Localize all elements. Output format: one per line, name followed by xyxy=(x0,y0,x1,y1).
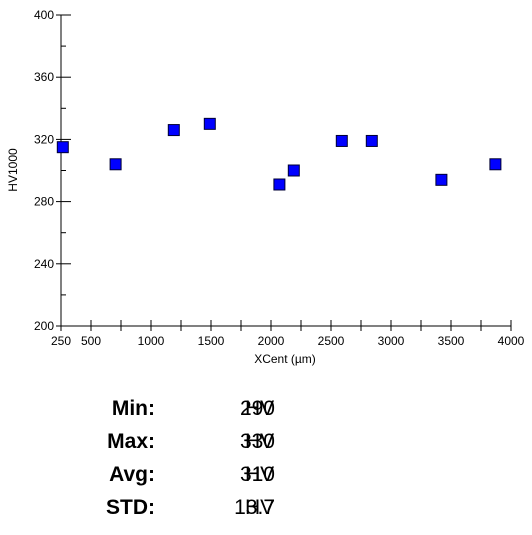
data-point xyxy=(56,141,69,154)
data-point xyxy=(365,134,378,147)
y-tick-label: 320 xyxy=(34,132,54,146)
data-points xyxy=(56,117,502,191)
x-tick-label: 1500 xyxy=(198,334,225,348)
x-axis-label: XCent (µm) xyxy=(254,352,316,366)
stat-unit: HV xyxy=(245,496,275,519)
x-tick-label: 250 xyxy=(51,334,71,348)
statistics-panel: Min: 290 HV Max: 330 HV Avg: 310 HV STD:… xyxy=(40,392,340,524)
y-tick-label: 240 xyxy=(34,257,54,271)
stat-row-avg: Avg: 310 HV xyxy=(40,458,340,491)
y-tick-label: 280 xyxy=(34,195,54,209)
y-tick-label: 200 xyxy=(34,319,54,333)
data-point xyxy=(273,178,286,191)
y-axis-label: HV1000 xyxy=(6,148,20,192)
x-tick-label: 3000 xyxy=(378,334,405,348)
stat-label: STD: xyxy=(106,496,155,519)
stat-unit: HV xyxy=(245,397,275,420)
axis-ticks: 200 240 280 320 360 400 250 500 1000 1500 2000 2500… xyxy=(34,8,525,348)
axes xyxy=(60,15,511,327)
stat-label: Avg: xyxy=(109,463,155,486)
data-point xyxy=(489,158,502,171)
y-tick-label: 360 xyxy=(34,70,54,84)
stat-value: 310 xyxy=(239,463,275,486)
x-tick-label: 2000 xyxy=(258,334,285,348)
stat-value: 290 xyxy=(239,397,275,420)
stat-row-min: Min: 290 HV xyxy=(40,392,340,425)
x-tick-label: 1000 xyxy=(138,334,165,348)
data-point xyxy=(203,117,216,130)
data-point xyxy=(335,134,348,147)
stat-value: 330 xyxy=(239,430,275,453)
x-tick-label: 2500 xyxy=(318,334,345,348)
x-tick-label: 3500 xyxy=(438,334,465,348)
stat-row-max: Max: 330 HV xyxy=(40,425,340,458)
data-point xyxy=(109,158,122,171)
stat-label: Max: xyxy=(107,430,155,453)
stat-row-std: STD: 13.7 HV xyxy=(40,491,340,524)
hardness-scatter-chart: 200 240 280 320 360 400 250 500 1000 1500 2000 2500… xyxy=(6,8,525,366)
stat-value: 13.7 xyxy=(234,496,275,519)
x-tick-label: 4000 xyxy=(498,334,525,348)
x-tick-label: 500 xyxy=(81,334,101,348)
data-point xyxy=(167,124,180,137)
data-point xyxy=(435,173,448,186)
data-point xyxy=(287,164,300,177)
stat-unit: HV xyxy=(245,430,275,453)
y-tick-label: 400 xyxy=(34,8,54,22)
stat-unit: HV xyxy=(245,463,275,486)
stat-label: Min: xyxy=(111,397,155,420)
